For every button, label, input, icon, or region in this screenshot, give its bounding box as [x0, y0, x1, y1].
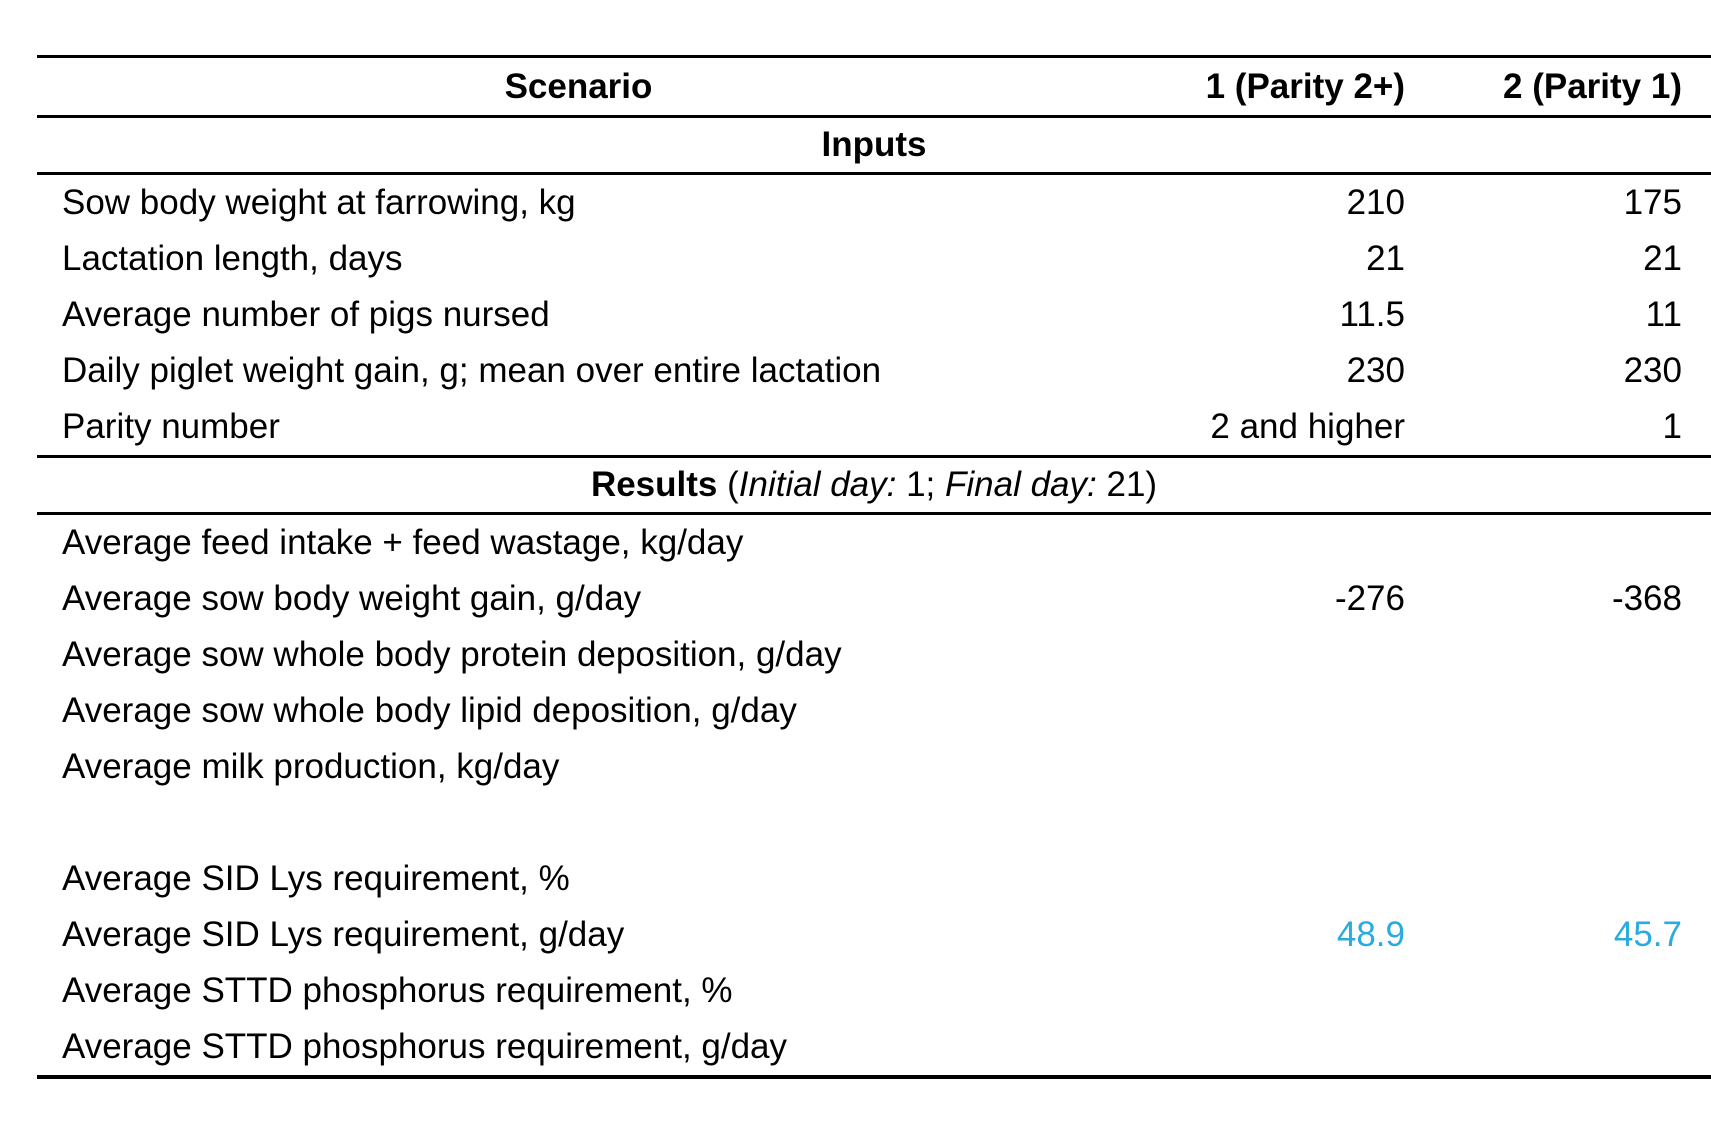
value-parity1 — [1405, 627, 1711, 683]
table-row: Average sow body weight gain, g/day -276… — [37, 571, 1711, 627]
results-initial-day-value: 1; — [896, 465, 945, 504]
table-row: Lactation length, days 21 21 — [37, 231, 1711, 287]
value-parity2plus: 2 and higher — [1120, 399, 1405, 458]
table-row: Average number of pigs nursed 11.5 11 — [37, 287, 1711, 343]
row-label — [37, 795, 1120, 851]
table-row: Average sow whole body lipid deposition,… — [37, 683, 1711, 739]
value-parity2plus — [1120, 851, 1405, 907]
table-row: Average milk production, kg/day — [37, 739, 1711, 795]
table-row: Daily piglet weight gain, g; mean over e… — [37, 343, 1711, 399]
value-parity2plus: -276 — [1334, 579, 1405, 618]
parity1-column-header: 2 (Parity 1) — [1405, 56, 1711, 118]
value-parity1-highlighted: 45.7 — [1613, 915, 1682, 954]
row-label: Sow body weight at farrowing, kg — [62, 183, 576, 222]
results-section-title: Results (Initial day: 1; Final day: 21) — [37, 456, 1711, 515]
results-title-bold: Results — [590, 465, 718, 504]
value-parity1: 1 — [1405, 399, 1711, 458]
parity2plus-column-header: 1 (Parity 2+) — [1120, 56, 1405, 118]
value-parity2plus — [1120, 627, 1405, 683]
value-parity2plus — [1120, 963, 1405, 1019]
value-parity2plus: 230 — [1346, 351, 1405, 390]
table-row: Average STTD phosphorus requirement, % — [37, 963, 1711, 1019]
value-parity2plus — [1120, 739, 1405, 795]
results-section-row: Results (Initial day: 1; Final day: 21) — [37, 456, 1711, 515]
scenario-table: Scenario 1 (Parity 2+) 2 (Parity 1) Inpu… — [37, 55, 1711, 1079]
value-parity2plus-highlighted: 48.9 — [1336, 915, 1405, 954]
table-row: Sow body weight at farrowing, kg 210 175 — [37, 174, 1711, 232]
results-final-day-value: 21) — [1096, 465, 1158, 504]
row-label: Average feed intake + feed wastage, kg/d… — [62, 523, 744, 562]
row-label: Average sow body weight gain, g/day — [62, 579, 642, 618]
value-parity2plus — [1120, 514, 1405, 572]
inputs-section-row: Inputs — [37, 116, 1711, 175]
results-final-day-label: Final day: — [945, 465, 1097, 504]
value-parity2plus — [1120, 683, 1405, 739]
value-parity1 — [1405, 683, 1711, 739]
results-initial-day-label: Initial day: — [738, 465, 897, 504]
value-parity1: 230 — [1623, 351, 1682, 390]
value-parity1: -368 — [1611, 579, 1682, 618]
value-parity1 — [1405, 851, 1711, 907]
spacer-row — [37, 795, 1711, 851]
value-parity1 — [1405, 739, 1711, 795]
row-label: Average SID Lys requirement, g/day — [62, 915, 625, 954]
row-label: Parity number — [37, 399, 1120, 458]
value-parity2plus — [1120, 1019, 1405, 1077]
value-parity1 — [1405, 1019, 1711, 1077]
value-parity1 — [1405, 963, 1711, 1019]
row-label: Average sow whole body lipid deposition,… — [62, 691, 797, 730]
row-label: Average STTD phosphorus requirement, g/d… — [62, 1027, 788, 1066]
value-parity2plus — [1120, 795, 1405, 851]
value-parity1: 11 — [1645, 295, 1682, 334]
results-subtitle-open: ( — [717, 465, 739, 504]
inputs-section-title: Inputs — [37, 116, 1711, 175]
value-parity2plus: 21 — [1366, 239, 1405, 278]
row-label: Lactation length, days — [62, 239, 403, 278]
value-parity1 — [1405, 795, 1711, 851]
row-label: Average STTD phosphorus requirement, % — [62, 971, 733, 1010]
value-parity1: 21 — [1643, 239, 1682, 278]
table-row: Parity number 2 and higher 1 — [37, 399, 1711, 458]
value-parity1 — [1405, 514, 1711, 572]
row-label: Average sow whole body protein depositio… — [62, 635, 842, 674]
row-label: Average number of pigs nursed — [62, 295, 550, 334]
table-row: Average sow whole body protein depositio… — [37, 627, 1711, 683]
table-row: Average SID Lys requirement, % — [37, 851, 1711, 907]
table-header-row: Scenario 1 (Parity 2+) 2 (Parity 1) — [37, 56, 1711, 118]
value-parity2plus: 11.5 — [1339, 295, 1405, 334]
table-row: Average SID Lys requirement, g/day 48.9 … — [37, 907, 1711, 963]
table-row: Average feed intake + feed wastage, kg/d… — [37, 514, 1711, 572]
row-label: Average SID Lys requirement, % — [62, 859, 570, 898]
table-row: Average STTD phosphorus requirement, g/d… — [37, 1019, 1711, 1077]
value-parity2plus: 210 — [1346, 183, 1405, 222]
row-label: Average milk production, kg/day — [62, 747, 560, 786]
value-parity1: 175 — [1623, 183, 1682, 222]
row-label: Daily piglet weight gain, g; mean over e… — [62, 351, 882, 390]
scenario-header: Scenario — [37, 56, 1120, 118]
